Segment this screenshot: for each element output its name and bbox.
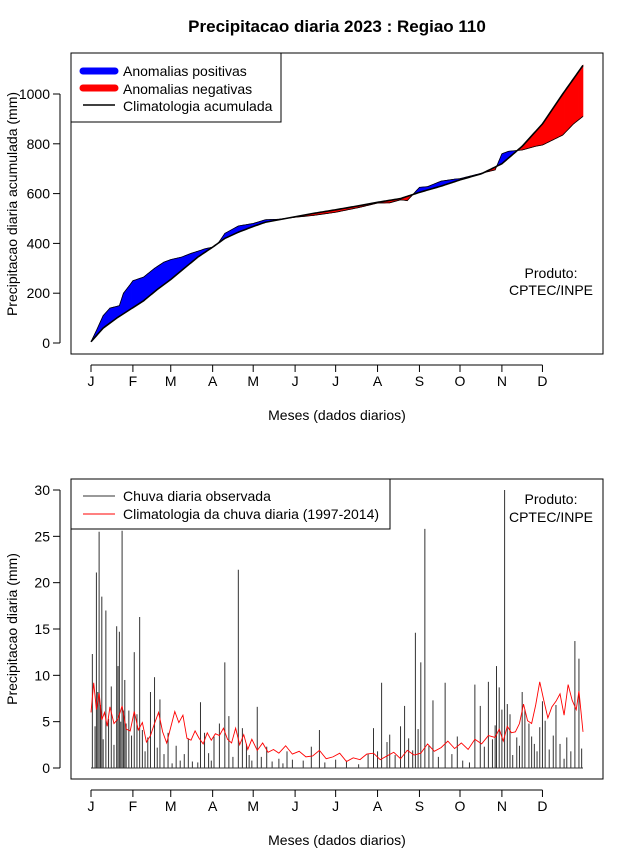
y-tick-label: 400 <box>27 235 51 251</box>
y-tick-label: 1000 <box>19 86 50 102</box>
legend-bottom: Chuva diaria observada Climatologia da c… <box>70 478 391 530</box>
cumulative-chart: 0 200 400 600 800 1000 J F M A M J J A S O N D Precipita… <box>4 52 604 423</box>
x-axis-label: Meses (dados diarios) <box>268 407 406 423</box>
legend-label-observed: Chuva diaria observada <box>123 488 271 504</box>
x-tick-label: N <box>497 373 507 389</box>
x-tick-label: S <box>415 373 424 389</box>
x-tick-label: A <box>208 373 218 389</box>
annotation-source-bottom: CPTEC/INPE <box>509 509 593 525</box>
x-tick-label: J <box>88 373 95 389</box>
legend-label-negative: Anomalias negativas <box>123 81 252 97</box>
legend-label-daily-climatology: Climatologia da chuva diaria (1997-2014) <box>123 506 379 522</box>
y-axis: 0 200 400 600 800 1000 <box>19 86 61 351</box>
x-tick-label-bottom: J <box>88 798 95 814</box>
x-tick-label: F <box>129 373 138 389</box>
y-tick-label: 600 <box>27 186 51 202</box>
y-tick-label: 0 <box>42 335 50 351</box>
daily-climatology-line <box>90 681 584 763</box>
x-tick-label-bottom: N <box>497 798 507 814</box>
y-axis-bottom: 0 5 10 15 20 25 30 <box>34 482 61 776</box>
y-tick-label-bottom: 25 <box>34 528 50 544</box>
y-tick-label-bottom: 15 <box>34 621 50 637</box>
x-tick-label: O <box>455 373 466 389</box>
x-tick-label: A <box>373 373 383 389</box>
x-tick-label-bottom: D <box>537 798 547 814</box>
x-tick-label: D <box>537 373 547 389</box>
x-tick-label-bottom: M <box>247 798 259 814</box>
y-tick-label: 800 <box>27 136 51 152</box>
y-tick-label-bottom: 5 <box>42 714 50 730</box>
x-tick-label: M <box>165 373 177 389</box>
daily-precip-chart: 0 5 10 15 20 25 30 J F M A M J J A S O N D Precipitacao d… <box>4 478 604 848</box>
x-axis-label-bottom: Meses (dados diarios) <box>268 832 406 848</box>
chart-title: Precipitacao diaria 2023 : Regiao 110 <box>188 17 486 36</box>
climatology-line <box>90 64 584 343</box>
x-tick-label-bottom: A <box>373 798 383 814</box>
x-tick-label-bottom: S <box>415 798 424 814</box>
plot-frame <box>70 52 604 355</box>
legend-label-climatology: Climatologia acumulada <box>123 98 273 114</box>
x-tick-label-bottom: J <box>332 798 339 814</box>
legend-box-bottom <box>70 478 391 530</box>
x-tick-label: J <box>292 373 299 389</box>
x-tick-label: J <box>332 373 339 389</box>
negative-anomaly-segment <box>581 64 584 119</box>
annotation-produto: Produto: <box>525 265 578 281</box>
y-tick-label-bottom: 0 <box>42 760 50 776</box>
x-tick-label-bottom: J <box>292 798 299 814</box>
annotation-source: CPTEC/INPE <box>509 282 593 298</box>
x-tick-label-bottom: O <box>455 798 466 814</box>
x-tick-label-bottom: F <box>129 798 138 814</box>
legend: Anomalias positivas Anomalias negativas … <box>70 52 282 123</box>
y-axis-label-bottom: Precipitacao diaria (mm) <box>4 553 20 705</box>
observed-line <box>90 116 584 342</box>
annotation-produto-bottom: Produto: <box>525 491 578 507</box>
x-tick-label: M <box>247 373 259 389</box>
observed-bars <box>91 490 583 769</box>
y-tick-label-bottom: 10 <box>34 667 50 683</box>
legend-label-positive: Anomalias positivas <box>123 63 247 79</box>
x-tick-label-bottom: A <box>208 798 218 814</box>
x-tick-label-bottom: M <box>165 798 177 814</box>
y-tick-label-bottom: 30 <box>34 482 50 498</box>
y-tick-label: 200 <box>27 285 51 301</box>
y-tick-label-bottom: 20 <box>34 575 50 591</box>
y-axis-label: Precipitacao diaria acumulada (mm) <box>4 92 20 316</box>
